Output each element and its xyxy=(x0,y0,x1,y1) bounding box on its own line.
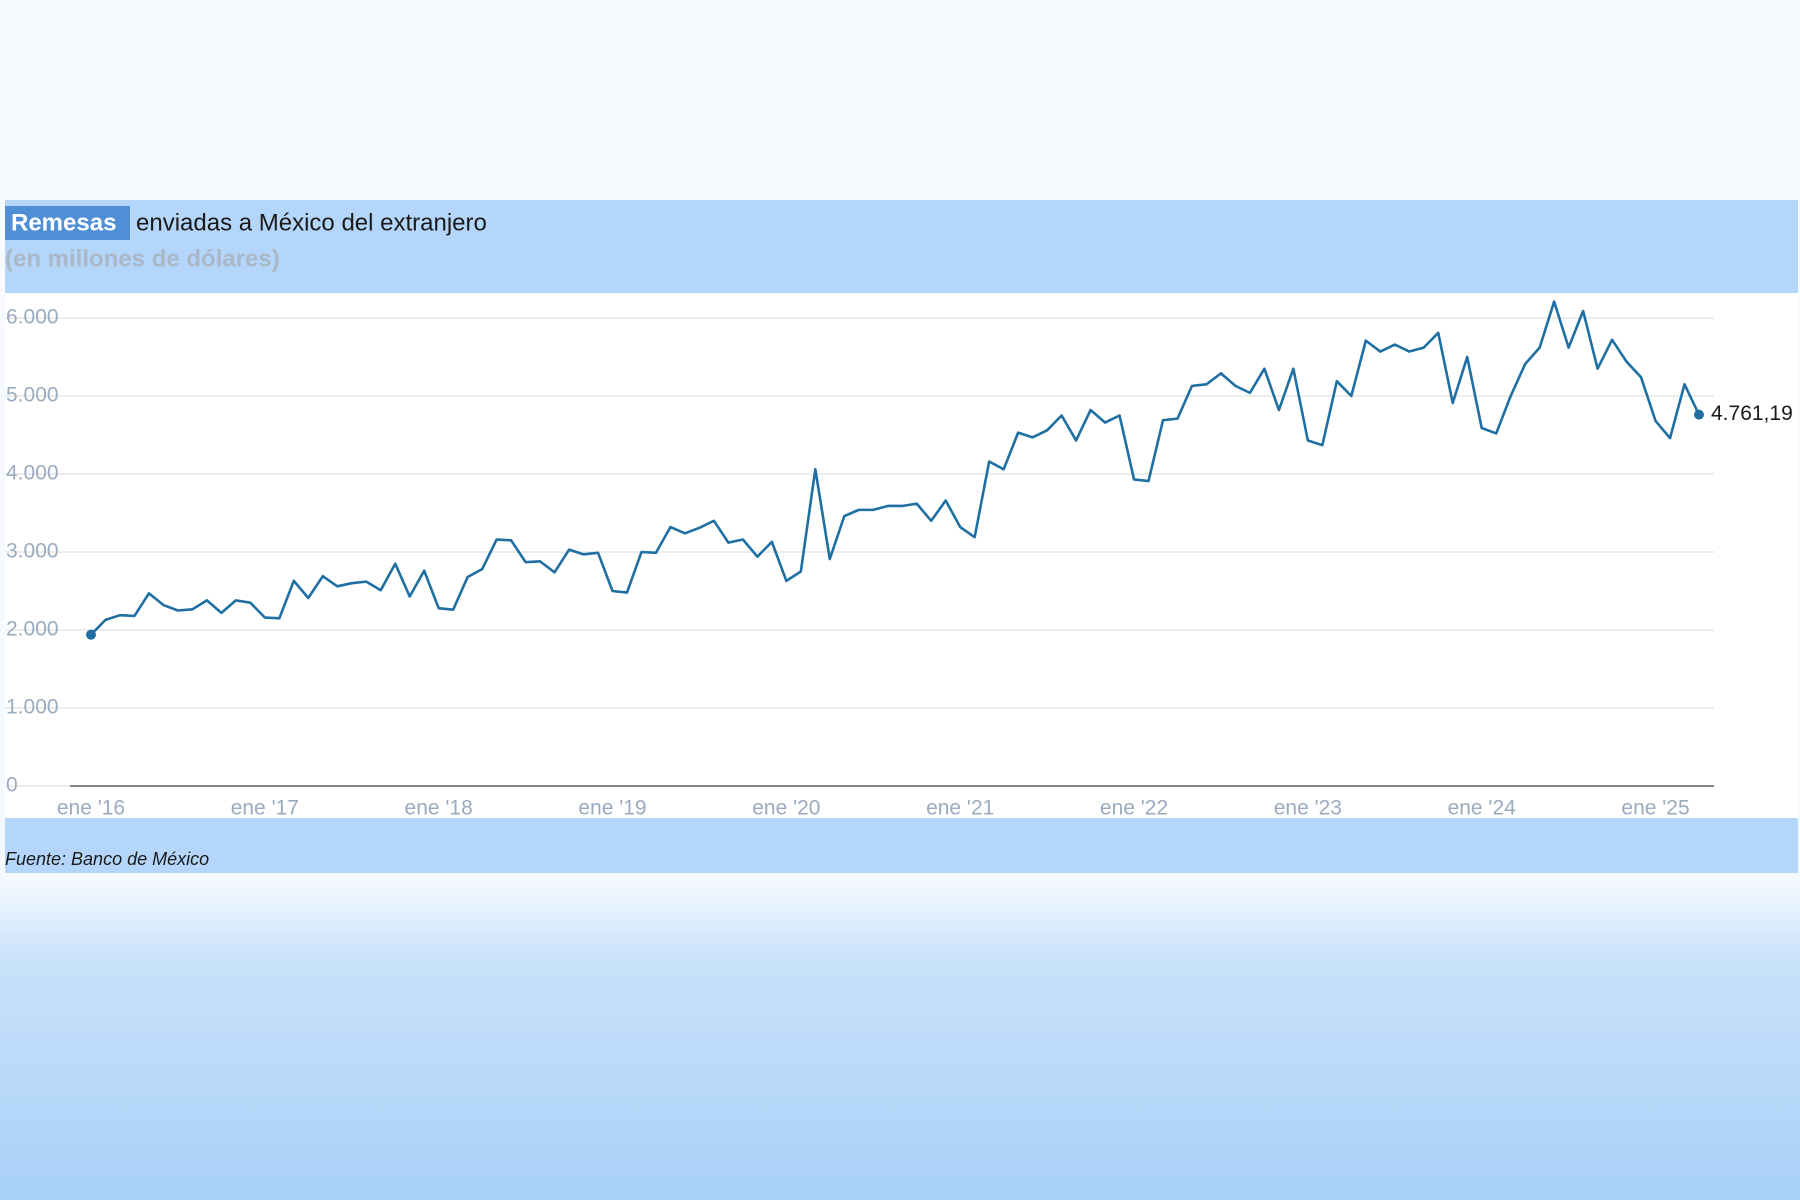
x-tick-label: ene '24 xyxy=(1448,797,1517,820)
x-tick-label: ene '18 xyxy=(405,797,473,820)
x-tick-label: ene '20 xyxy=(752,797,820,820)
source: Fuente: Banco de México xyxy=(5,849,209,869)
end-point xyxy=(1694,409,1704,420)
end-point xyxy=(86,629,96,640)
x-tick-label: ene '22 xyxy=(1100,797,1168,820)
plot-background xyxy=(5,293,1798,818)
x-tick-label: ene '17 xyxy=(231,797,299,820)
y-tick-label: 5.000 xyxy=(6,384,59,407)
y-tick-label: 4.000 xyxy=(6,462,59,485)
title-highlight: Remesas xyxy=(11,209,116,236)
x-tick-label: ene '19 xyxy=(578,797,646,820)
y-tick-label: 6.000 xyxy=(6,306,59,329)
title-highlight-box xyxy=(5,206,130,240)
y-tick-label: 2.000 xyxy=(6,618,59,641)
y-tick-label: 3.000 xyxy=(6,540,59,563)
header-band xyxy=(5,200,1798,293)
footer-band xyxy=(5,818,1798,873)
x-tick-label: ene '16 xyxy=(57,797,125,820)
line xyxy=(90,300,1701,636)
x-tick-label: ene '25 xyxy=(1621,797,1689,820)
x-tick-label: ene '23 xyxy=(1274,797,1342,820)
y-tick-label: 0 xyxy=(6,774,18,797)
x-tick-label: ene '21 xyxy=(926,797,994,820)
y-tick-label: 1.000 xyxy=(6,696,59,719)
value-label: 4.761,19 xyxy=(1711,402,1793,425)
chart-subtitle: (en millones de dólares) xyxy=(5,245,280,272)
chart-title: enviadas a México del extranjero xyxy=(136,209,487,236)
